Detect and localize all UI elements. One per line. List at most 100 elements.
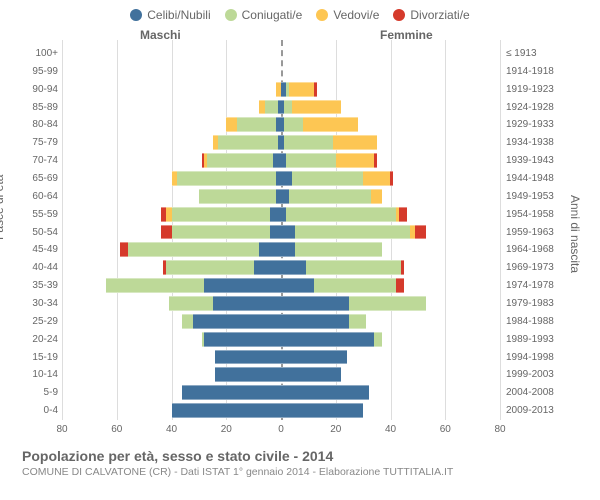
- bar-segment: [284, 100, 292, 115]
- age-label: 85-89: [0, 103, 58, 113]
- birth-year-label: 1989-1993: [506, 335, 586, 345]
- bar-segment: [182, 385, 281, 400]
- male-bar: [172, 171, 281, 186]
- bar-segment: [295, 225, 410, 240]
- bar-segment: [281, 350, 347, 365]
- legend-item: Divorziati/e: [393, 8, 469, 22]
- bar-segment: [284, 135, 333, 150]
- birth-year-label: 1984-1988: [506, 317, 586, 327]
- x-tick-label: 40: [376, 424, 406, 435]
- age-label: 45-49: [0, 245, 58, 255]
- age-label: 50-54: [0, 228, 58, 238]
- birth-year-label: 1919-1923: [506, 85, 586, 95]
- chart-footer: Popolazione per età, sesso e stato civil…: [22, 448, 453, 478]
- age-label: 20-24: [0, 335, 58, 345]
- legend-item: Coniugati/e: [225, 8, 303, 22]
- male-bar: [120, 242, 281, 257]
- pyramid-row: [62, 152, 500, 170]
- legend-label: Celibi/Nubili: [147, 8, 210, 22]
- left-axis: 100+95-9990-9485-8980-8475-7970-7465-696…: [0, 45, 60, 440]
- pyramid-row: [62, 331, 500, 349]
- birth-year-label: 1934-1938: [506, 138, 586, 148]
- bar-segment: [292, 171, 363, 186]
- bar-segment: [226, 117, 237, 132]
- bar-segment: [265, 100, 279, 115]
- legend-item: Vedovi/e: [316, 8, 379, 22]
- age-label: 10-14: [0, 370, 58, 380]
- bar-segment: [213, 296, 281, 311]
- bar-segment: [281, 278, 314, 293]
- female-bar: [281, 278, 404, 293]
- female-bar: [281, 350, 347, 365]
- male-bar: [163, 260, 281, 275]
- age-label: 55-59: [0, 210, 58, 220]
- birth-year-label: 1929-1933: [506, 120, 586, 130]
- bar-segment: [177, 171, 276, 186]
- pyramid-row: [62, 134, 500, 152]
- bar-segment: [281, 260, 306, 275]
- legend-label: Coniugati/e: [242, 8, 303, 22]
- pyramid-row: [62, 188, 500, 206]
- legend-swatch: [225, 9, 237, 21]
- male-bar: [199, 189, 281, 204]
- age-label: 15-19: [0, 353, 58, 363]
- pyramid-row: [62, 295, 500, 313]
- bar-segment: [120, 242, 128, 257]
- pyramid-row: [62, 170, 500, 188]
- birth-year-label: 1979-1983: [506, 299, 586, 309]
- bar-segment: [303, 117, 358, 132]
- pyramid-row: [62, 45, 500, 63]
- bar-segment: [295, 242, 383, 257]
- male-bar: [215, 367, 281, 382]
- bar-segment: [204, 278, 281, 293]
- birth-year-label: ≤ 1913: [506, 49, 586, 59]
- x-tick-label: 40: [157, 424, 187, 435]
- bar-segment: [254, 260, 281, 275]
- bar-segment: [401, 260, 404, 275]
- age-label: 75-79: [0, 138, 58, 148]
- pyramid-row: [62, 241, 500, 259]
- birth-year-label: 2009-2013: [506, 406, 586, 416]
- bar-segment: [306, 260, 402, 275]
- bar-segment: [193, 314, 281, 329]
- female-bar: [281, 296, 426, 311]
- bar-segment: [286, 207, 396, 222]
- pyramid-row: [62, 99, 500, 117]
- bar-segment: [349, 314, 365, 329]
- bar-segment: [336, 153, 374, 168]
- bar-segment: [281, 171, 292, 186]
- bar-segment: [363, 171, 390, 186]
- male-bar: [161, 207, 281, 222]
- male-bar: [182, 385, 281, 400]
- age-label: 25-29: [0, 317, 58, 327]
- x-tick-label: 60: [102, 424, 132, 435]
- bar-segment: [237, 117, 275, 132]
- female-bar: [281, 403, 363, 418]
- bar-segment: [218, 135, 278, 150]
- bar-segment: [182, 314, 193, 329]
- female-bar: [281, 367, 341, 382]
- pyramid-row: [62, 81, 500, 99]
- legend-swatch: [130, 9, 142, 21]
- bar-segment: [270, 207, 281, 222]
- female-bar: [281, 260, 404, 275]
- bar-segment: [128, 242, 259, 257]
- legend-swatch: [316, 9, 328, 21]
- bar-segment: [314, 82, 317, 97]
- male-bar: [169, 296, 281, 311]
- bar-segment: [396, 278, 404, 293]
- header-female: Femmine: [380, 28, 433, 42]
- bar-segment: [207, 153, 273, 168]
- x-tick-label: 80: [485, 424, 515, 435]
- chart-title: Popolazione per età, sesso e stato civil…: [22, 448, 453, 464]
- x-axis-ticks: 80604020020406080: [62, 422, 500, 440]
- right-axis-title: Anni di nascita: [568, 195, 582, 273]
- bar-segment: [106, 278, 205, 293]
- female-bar: [281, 135, 377, 150]
- male-bar: [215, 350, 281, 365]
- birth-year-label: 2004-2008: [506, 388, 586, 398]
- bar-segment: [204, 332, 281, 347]
- pyramid-row: [62, 349, 500, 367]
- legend-label: Divorziati/e: [410, 8, 469, 22]
- male-bar: [259, 100, 281, 115]
